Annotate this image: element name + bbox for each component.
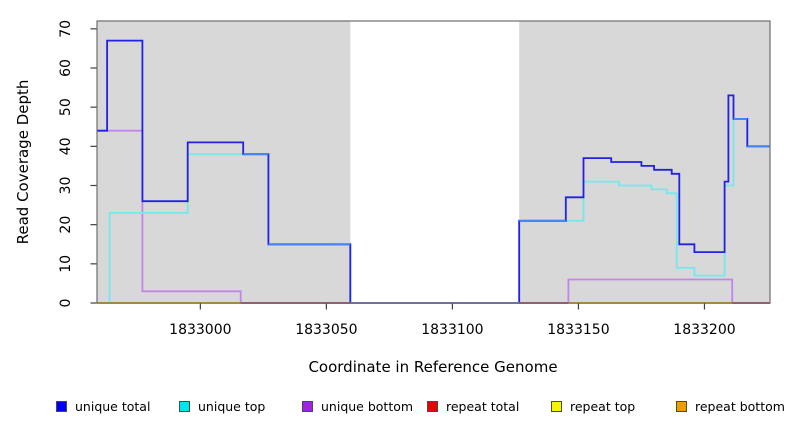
x-tick-label: 1833150: [547, 322, 609, 338]
legend-label: unique top: [198, 399, 266, 414]
x-tick-label: 1833050: [295, 322, 357, 338]
plot-frame: [96, 20, 771, 304]
legend-item-repeat-bottom: repeat bottom: [676, 399, 785, 414]
plot-border: [96, 20, 771, 304]
legend-swatch-icon: [676, 401, 687, 412]
legend-item-unique-bottom: unique bottom: [302, 399, 413, 414]
y-tick-label: 30: [58, 177, 74, 195]
x-axis-label: Coordinate in Reference Genome: [308, 358, 557, 376]
legend-item-repeat-total: repeat total: [427, 399, 519, 414]
legend-swatch-icon: [551, 401, 562, 412]
x-tick-label: 1833100: [421, 322, 483, 338]
legend-label: unique bottom: [321, 399, 414, 414]
x-tick-label: 1833200: [673, 322, 735, 338]
y-tick-label: 20: [58, 216, 74, 234]
y-tick-label: 70: [58, 20, 74, 38]
legend-item-unique-total: unique total: [56, 399, 150, 414]
legend-swatch-icon: [179, 401, 190, 412]
axis-ticks: 1833000 1833050 1833100 1833150 1833200 0 10 20…: [58, 20, 736, 338]
legend-swatch-icon: [427, 401, 438, 412]
y-tick-label: 50: [58, 98, 74, 116]
series-line-unique-total: [97, 39, 770, 304]
legend-label: unique total: [75, 399, 151, 414]
x-tick-label: 1833000: [169, 322, 231, 338]
legend-label: repeat total: [446, 399, 520, 414]
legend-label: repeat top: [570, 399, 636, 414]
y-tick-label: 40: [58, 137, 74, 155]
shaded-region: [519, 21, 770, 303]
plot-background: [97, 21, 770, 303]
y-tick-label: 0: [58, 299, 74, 308]
y-axis-label: Read Coverage Depth: [14, 80, 32, 245]
legend-swatch-icon: [302, 401, 313, 412]
legend-item-unique-top: unique top: [179, 399, 265, 414]
legend-label: repeat bottom: [695, 399, 785, 414]
legend-item-repeat-top: repeat top: [551, 399, 635, 414]
legend: unique total unique top unique bottom repea…: [0, 396, 792, 426]
y-tick-label: 10: [58, 255, 74, 273]
shaded-region: [97, 21, 351, 303]
coverage-plot: 1833000 1833050 1833100 1833150 1833200 0 10 20…: [14, 20, 771, 376]
legend-swatch-icon: [56, 401, 67, 412]
y-tick-label: 60: [58, 59, 74, 77]
